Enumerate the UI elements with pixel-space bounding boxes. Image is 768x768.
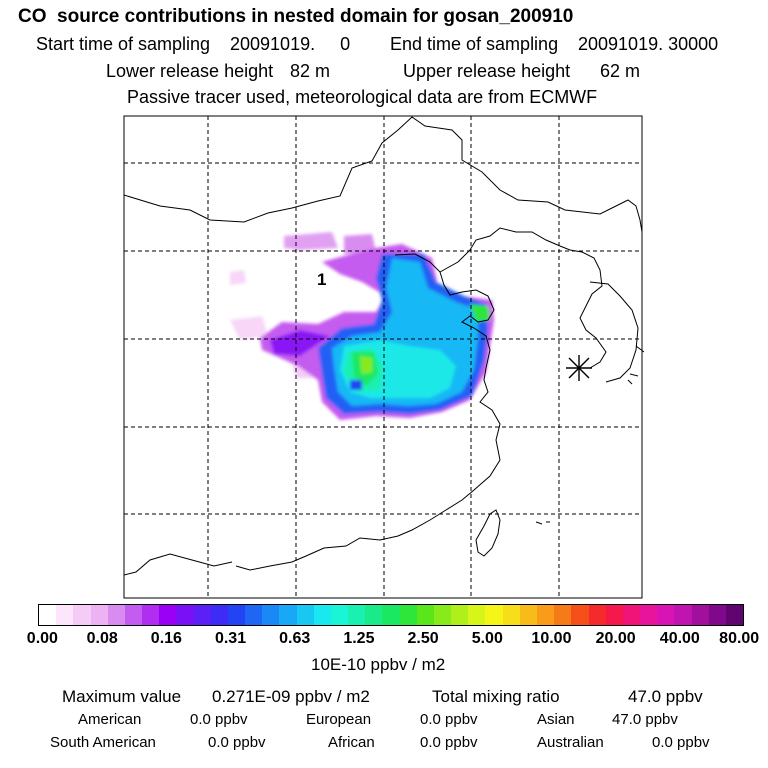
colorbar-cell [571, 605, 589, 625]
colorbar-cell [313, 605, 331, 625]
colorbar-tick-label: 2.50 [407, 630, 439, 647]
start-time-label: Start time of sampling [36, 34, 211, 54]
colorbar-tick-label: 40.00 [659, 630, 700, 647]
australian-value: 0.0 ppbv [652, 734, 710, 751]
colorbar-cell [485, 605, 503, 625]
colorbar-cell [468, 605, 486, 625]
colorbar-cell [159, 605, 177, 625]
gridlines [124, 116, 642, 598]
colorbar-tick-label: 10.00 [531, 630, 572, 647]
colorbar-cell [691, 605, 709, 625]
american-value: 0.0 ppbv [190, 711, 248, 728]
colorbar-cell [90, 605, 108, 625]
plume-yellow-green [360, 356, 372, 374]
asian-value: 47.0 ppbv [612, 711, 678, 728]
colorbar-cell [416, 605, 434, 625]
colorbar-cell [433, 605, 452, 625]
max-value-label: Maximum value [62, 687, 182, 706]
colorbar-cell [382, 605, 400, 625]
colorbar-cell [674, 605, 692, 625]
start-time-value: 20091019. 0 [230, 34, 351, 54]
source-contribution-map: 1 [123, 115, 645, 599]
page-title: CO source contributions in nested domain… [18, 6, 574, 27]
tracer-note: Passive tracer used, meteorological data… [127, 87, 598, 107]
colorbar-cell [399, 605, 417, 625]
colorbar-tick-label: 0.31 [214, 630, 247, 647]
colorbar-cell [176, 605, 194, 625]
colorbar-cell [330, 605, 349, 625]
plume-faint-patch [230, 316, 268, 340]
american-label: American [78, 711, 142, 728]
end-time-value: 20091019. 30000 [578, 34, 719, 54]
region-marker-label: 1 [317, 270, 326, 289]
colorbar-cell [296, 605, 314, 625]
colorbar-cell [279, 605, 297, 625]
colorbar-cell [193, 605, 211, 625]
colorbar-cell [348, 605, 366, 625]
colorbar-tick-label: 80.00 [719, 630, 760, 647]
asian-label: Asian [537, 711, 575, 728]
colorbar-cell [588, 605, 606, 625]
colorbar-cell [39, 605, 57, 625]
coastlines [123, 116, 645, 576]
colorbar-unit-label: 10E-10 ppbv / m2 [311, 655, 446, 674]
plume-dark-violet [270, 330, 330, 356]
colorbar-cell [451, 605, 469, 625]
total-mixing-value: 47.0 ppbv [628, 687, 703, 706]
australian-label: Australian [537, 734, 604, 751]
colorbar-cell [519, 605, 537, 625]
colorbar-tick-label: 0.00 [26, 630, 58, 647]
colorbar-cell [536, 605, 555, 625]
asterisk-station-icon [566, 355, 592, 381]
end-time-label: End time of sampling [390, 34, 559, 54]
african-label: African [328, 734, 375, 751]
plume-hotspot-blue [350, 380, 362, 390]
lower-release-label: Lower release height [106, 61, 274, 81]
colorbar-cell [107, 605, 125, 625]
colorbar-cell [142, 605, 160, 625]
total-mixing-label: Total mixing ratio [432, 687, 560, 706]
colorbar-cell [210, 605, 228, 625]
colorbar-tick-label: 0.63 [279, 630, 311, 647]
colorbar-cell [502, 605, 520, 625]
colorbar-tick-label: 1.25 [343, 630, 375, 647]
plume-hotspot-green [470, 304, 490, 322]
african-value: 0.0 ppbv [420, 734, 478, 751]
colorbar-tick-label: 5.00 [471, 630, 503, 647]
plume-top-patch [344, 234, 376, 254]
colorbar-cell [725, 605, 744, 625]
plume-top-patch [284, 232, 338, 250]
upper-release-value: 62 m [600, 61, 641, 81]
colorbar-cell [605, 605, 623, 625]
south-american-label: South American [50, 734, 156, 751]
colorbar-cell [657, 605, 675, 625]
european-value: 0.0 ppbv [420, 711, 478, 728]
colorbar-cell [262, 605, 280, 625]
colorbar-cell [124, 605, 143, 625]
concentration-field [230, 232, 494, 420]
colorbar-cell [640, 605, 658, 625]
colorbar [38, 604, 744, 626]
european-label: European [306, 711, 372, 728]
colorbar-cell [245, 605, 263, 625]
colorbar-tick-label: 0.08 [86, 630, 118, 647]
south-american-value: 0.0 ppbv [208, 734, 266, 751]
map-frame [123, 115, 643, 599]
lower-release-value: 82 m [290, 61, 331, 81]
colorbar-cell [622, 605, 641, 625]
colorbar-cell [708, 605, 726, 625]
plume-faint-patch [230, 270, 246, 285]
colorbar-cell [554, 605, 572, 625]
max-value: 0.271E-09 ppbv / m2 [212, 687, 370, 706]
colorbar-cell [227, 605, 246, 625]
colorbar-tick-label: 0.16 [150, 630, 182, 647]
upper-release-label: Upper release height [403, 61, 571, 81]
colorbar-cell [365, 605, 383, 625]
colorbar-cell [56, 605, 74, 625]
colorbar-tick-label: 20.00 [595, 630, 636, 647]
colorbar-cell [73, 605, 91, 625]
